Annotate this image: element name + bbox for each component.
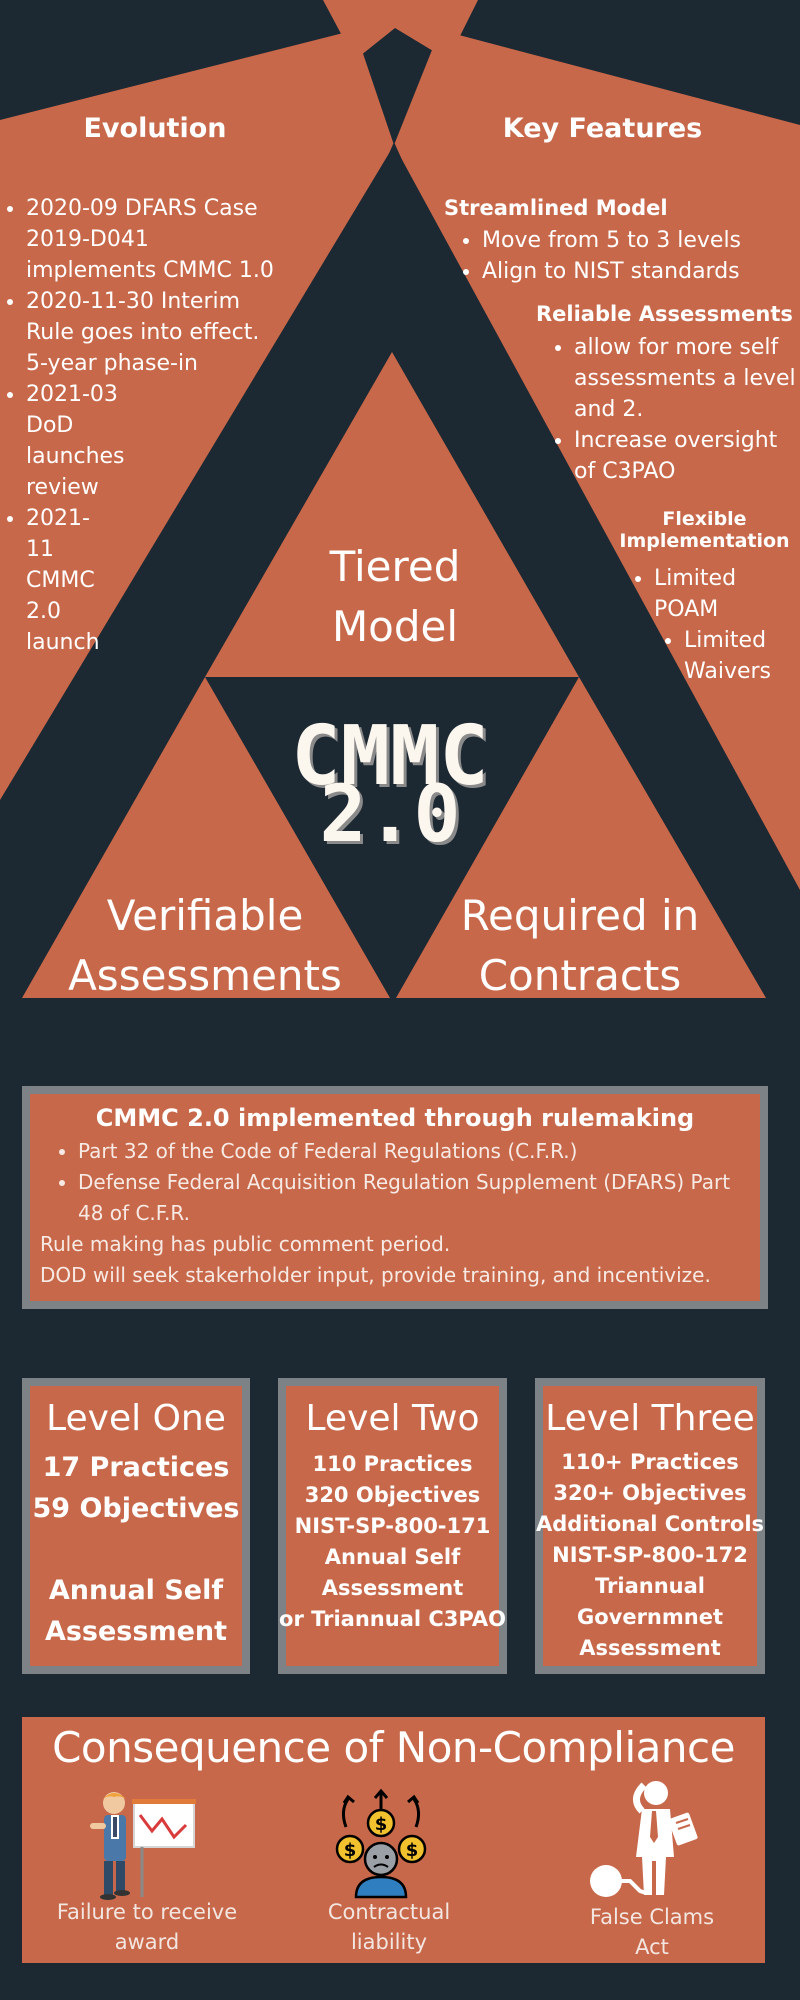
money-stress-icon: $ $ $: [335, 1788, 427, 1899]
feature-item: Limited Waivers: [684, 625, 784, 687]
evolution-item: 2020-09 DFARS Case 2019-D041 implements …: [26, 193, 284, 286]
level-line: NIST-SP-800-172: [552, 1543, 748, 1567]
reliable-assessments-title: Reliable Assessments: [536, 302, 793, 326]
label-line: liability: [350, 1930, 428, 1954]
evolution-heading: Evolution: [83, 113, 227, 144]
flexible-implementation-title: Flexible Implementation: [619, 508, 790, 552]
level-three-card: Level Three 110+ Practices 320+ Objectiv…: [535, 1378, 765, 1674]
right-triangle: [396, 677, 766, 998]
level-line: Annual Self: [48, 1575, 224, 1606]
key-features-heading: Key Features: [502, 113, 703, 144]
label-line: Act: [635, 1935, 669, 1959]
consequence-title: Consequence of Non-Compliance: [52, 1723, 735, 1772]
level-line: 17 Practices: [42, 1452, 230, 1483]
label-line: Failure to receive: [56, 1900, 238, 1924]
top-triangle: [205, 352, 579, 677]
rulemaking-item: Defense Federal Acquisition Regulation S…: [78, 1167, 760, 1229]
level-line: 110+ Practices: [561, 1450, 739, 1474]
rulemaking-note: Rule making has public comment period.: [40, 1232, 451, 1256]
left-wing-shape: [0, 30, 394, 800]
level-details: 110 Practices 320 Objectives NIST-SP-800…: [278, 1449, 507, 1635]
flexible-implementation-list: Limited POAM Limited Waivers: [628, 563, 800, 687]
consequence-label-award: Failure to receive award: [42, 1897, 252, 1957]
level-one-card: Level One 17 Practices 59 Objectives Ann…: [22, 1378, 250, 1674]
level-details: 110+ Practices 320+ Objectives Additiona…: [533, 1447, 767, 1664]
feature-item: allow for more self assessments a level …: [574, 332, 796, 425]
rulemaking-note: DOD will seek stakerholder input, provid…: [40, 1263, 711, 1287]
failed-business-icon: [90, 1792, 196, 1900]
level-line: 320 Objectives: [304, 1483, 481, 1507]
reliable-assessments-list: allow for more self assessments a level …: [548, 332, 800, 487]
rulemaking-item: Part 32 of the Code of Federal Regulatio…: [78, 1136, 760, 1167]
level-line: 320+ Objectives: [553, 1481, 747, 1505]
level-line: NIST-SP-800-171: [294, 1514, 491, 1538]
evolution-item: 2021-03 DoD launches review: [26, 379, 156, 503]
cmmc-title: CMMC: [291, 709, 489, 804]
level-line: Additional Controls: [535, 1512, 765, 1536]
consequence-label-false-claims: False Clams Act: [562, 1902, 742, 1962]
level-title: Level One: [46, 1398, 226, 1439]
left-triangle: [22, 677, 390, 998]
evolution-list: 2020-09 DFARS Case 2019-D041 implements …: [0, 193, 296, 658]
level-details: 17 Practices 59 Objectives Annual Self A…: [30, 1447, 242, 1652]
cmmc-version: 2.0: [319, 770, 461, 860]
rulemaking-panel: CMMC 2.0 implemented through rulemaking …: [22, 1086, 768, 1309]
level-line: 110 Practices: [312, 1452, 473, 1476]
label-line: award: [114, 1930, 180, 1954]
level-line: Triannual: [595, 1574, 705, 1598]
feature-item: Align to NIST standards: [482, 256, 800, 287]
label-line: False Clams: [589, 1905, 715, 1929]
level-line: Annual Self: [324, 1545, 461, 1569]
verifiable-assessments-label: Verifiable Assessments: [68, 891, 342, 1000]
feature-item: Increase oversight of C3PAO: [574, 425, 796, 487]
evolution-item: 2021-11 CMMC 2.0 launch: [26, 503, 106, 658]
consequence-label-liability: Contractual liability: [284, 1897, 494, 1957]
tiered-model-label: Tiered Model: [329, 542, 461, 651]
level-line: Assessment: [44, 1616, 228, 1647]
level-line: 59 Objectives: [32, 1493, 240, 1524]
rulemaking-title: CMMC 2.0 implemented through rulemaking: [95, 1104, 695, 1132]
svg-text:$: $: [406, 1840, 419, 1861]
ball-and-chain-icon: [590, 1781, 698, 1897]
rulemaking-list: Part 32 of the Code of Federal Regulatio…: [30, 1136, 760, 1229]
level-line: or Triannual C3PAO: [279, 1607, 506, 1631]
right-wing-shape: [394, 30, 800, 890]
level-line: Assessment: [579, 1636, 721, 1660]
consequence-panel: Consequence of Non-Compliance: [22, 1717, 765, 1963]
level-line: Assessment: [321, 1576, 464, 1600]
feature-item: Limited POAM: [654, 563, 754, 625]
svg-text:$: $: [375, 1814, 388, 1835]
streamlined-model-title: Streamlined Model: [444, 196, 668, 220]
svg-text:$: $: [344, 1840, 357, 1861]
required-in-contracts-label: Required in Contracts: [460, 891, 700, 1000]
evolution-item: 2020-11-30 Interim Rule goes into effect…: [26, 286, 278, 379]
label-line: Contractual: [327, 1900, 451, 1924]
level-title: Level Three: [545, 1398, 755, 1439]
feature-item: Move from 5 to 3 levels: [482, 225, 800, 256]
streamlined-model-list: Move from 5 to 3 levels Align to NIST st…: [456, 225, 800, 287]
level-spacer: [30, 1529, 242, 1570]
level-line: Governmnet: [576, 1605, 723, 1629]
level-two-card: Level Two 110 Practices 320 Objectives N…: [278, 1378, 507, 1674]
level-title: Level Two: [305, 1398, 480, 1439]
